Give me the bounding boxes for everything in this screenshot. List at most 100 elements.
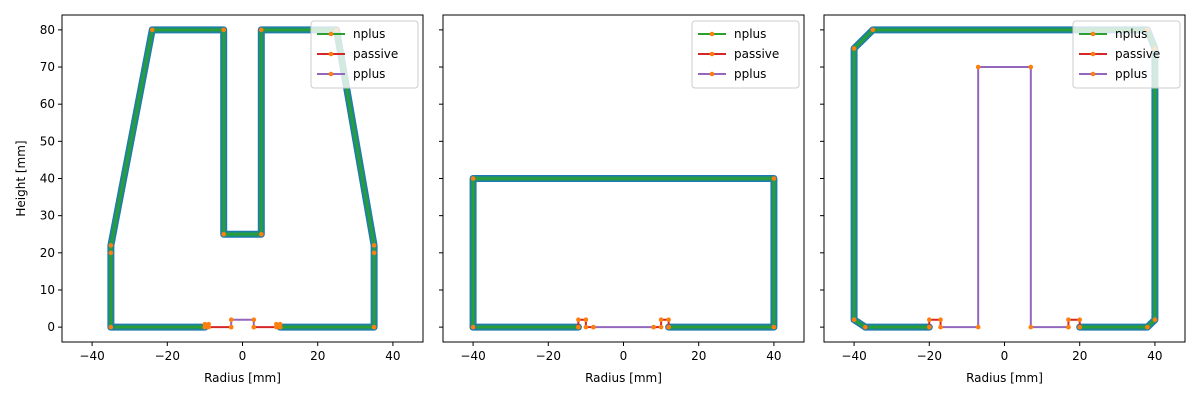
data-point-passive-1-3 [666, 317, 671, 323]
data-point-nplus-1-2 [771, 176, 777, 181]
y-tick-label: 10 [40, 283, 55, 297]
data-point-nplus-1-1 [771, 324, 777, 330]
series-nplus [107, 26, 378, 331]
legend-label-nplus: nplus [734, 27, 766, 41]
data-point-passive-0-0 [576, 324, 581, 330]
y-tick-label: 60 [40, 97, 55, 111]
legend: nplus passive pplus [310, 20, 419, 89]
data-point-passive-0-1 [926, 317, 932, 323]
data-point-pplus-0-3 [251, 324, 257, 330]
data-point-passive-0-3 [583, 324, 589, 330]
data-point-pplus-0-0 [591, 324, 596, 330]
x-tick-label: −40 [79, 349, 104, 363]
data-point-passive-0-2 [583, 317, 589, 323]
x-tick-label: 20 [1072, 349, 1087, 363]
data-point-nplus-1-12 [108, 324, 114, 330]
series-passive-line-0 [928, 318, 942, 328]
data-point-nplus-1-11 [108, 250, 114, 256]
legend-label-pplus: pplus [353, 67, 385, 81]
data-point-nplus-1-3 [470, 176, 476, 181]
data-point-nplus-1-5 [870, 27, 876, 33]
data-point-nplus-1-8 [863, 324, 868, 330]
x-tick-label: 40 [1147, 349, 1162, 363]
data-point-nplus-1-8 [221, 27, 226, 33]
y-tick-label: 50 [40, 134, 55, 148]
x-tick-label: −20 [536, 349, 561, 363]
x-tick-label: 40 [385, 349, 400, 363]
series-nplus-fill-1 [470, 176, 777, 330]
data-point-pplus-0-0 [938, 324, 943, 330]
data-point-nplus-1-6 [851, 46, 857, 51]
legend-label-passive: passive [353, 47, 398, 61]
series-nplus-halo-1 [469, 175, 778, 331]
x-tick-label: 0 [620, 349, 628, 363]
series-pplus [938, 64, 1071, 330]
x-tick-label: 40 [766, 349, 781, 363]
data-point-pplus-0-3 [1028, 64, 1034, 70]
legend-box [1072, 20, 1181, 89]
legend: nplus passive pplus [691, 20, 800, 89]
legend-label-pplus: pplus [1115, 67, 1147, 81]
data-point-nplus-1-1 [371, 324, 377, 330]
legend-label-passive: passive [734, 47, 779, 61]
x-tick-label: −20 [917, 349, 942, 363]
data-point-nplus-1-10 [108, 243, 114, 248]
data-point-nplus-1-2 [371, 250, 377, 256]
data-point-passive-1-2 [658, 317, 664, 323]
data-point-passive-0-3 [206, 324, 211, 330]
data-point-passive-1-4 [277, 324, 283, 330]
data-point-pplus-0-2 [975, 64, 981, 70]
data-point-nplus-1-3 [371, 243, 377, 248]
x-tick-label: −40 [841, 349, 866, 363]
data-point-passive-0-1 [202, 321, 208, 327]
legend-label-nplus: nplus [1115, 27, 1147, 41]
legend-marker-nplus [1090, 31, 1096, 37]
legend-marker-nplus [328, 31, 334, 37]
data-point-nplus-1-1 [1145, 324, 1150, 330]
series-nplus-line-1 [472, 177, 775, 329]
legend-box [691, 20, 800, 89]
data-point-nplus-1-6 [259, 231, 264, 237]
data-point-passive-1-4 [666, 324, 671, 330]
data-point-passive-0-2 [938, 317, 943, 323]
data-point-pplus-0-1 [651, 324, 656, 330]
data-point-nplus-1-4 [470, 324, 476, 330]
data-point-passive-1-1 [1066, 317, 1071, 323]
series-passive [202, 321, 283, 330]
data-point-pplus-0-4 [1028, 324, 1034, 330]
x-tick-label: −20 [155, 349, 180, 363]
x-tick-label: 20 [310, 349, 325, 363]
x-axis-label: Radius [mm] [585, 371, 662, 385]
legend-marker-pplus [709, 71, 715, 77]
legend-marker-pplus [328, 71, 334, 77]
data-point-passive-0-0 [926, 324, 932, 330]
x-axis-label: Radius [mm] [966, 371, 1043, 385]
legend-label-passive: passive [1115, 47, 1160, 61]
data-point-nplus-1-2 [1152, 317, 1158, 323]
x-tick-label: −40 [460, 349, 485, 363]
data-point-nplus-1-7 [221, 231, 226, 237]
data-point-passive-0-1 [576, 317, 581, 323]
legend-label-pplus: pplus [734, 67, 766, 81]
legend-marker-passive [328, 51, 334, 57]
legend: nplus passive pplus [1072, 20, 1181, 89]
chart-panel-1: −40 −20 0 20 40 0 10 20 30 40 50 60 70 80 Radius [mm] H… [14, 14, 424, 385]
y-tick-label: 40 [40, 172, 55, 186]
y-tick-label: 20 [40, 246, 55, 260]
legend-marker-nplus [709, 31, 715, 37]
legend-marker-pplus [1090, 71, 1096, 77]
legend-box [310, 20, 419, 89]
legend-label-nplus: nplus [353, 27, 385, 41]
data-point-pplus-0-2 [251, 317, 257, 323]
data-point-passive-1-3 [1077, 324, 1083, 330]
series-pplus [591, 324, 656, 330]
data-point-pplus-0-1 [228, 317, 234, 323]
data-point-passive-1-2 [274, 321, 279, 327]
chart-panel-2: −40 −20 0 20 40 Radius [mm] nplus passive pplus [439, 14, 805, 385]
data-point-pplus-0-5 [1066, 324, 1071, 330]
series-nplus [469, 175, 778, 331]
y-tick-label: 30 [40, 209, 55, 223]
y-axis-label: Height [mm] [14, 140, 28, 216]
y-tick-label: 0 [47, 320, 55, 334]
